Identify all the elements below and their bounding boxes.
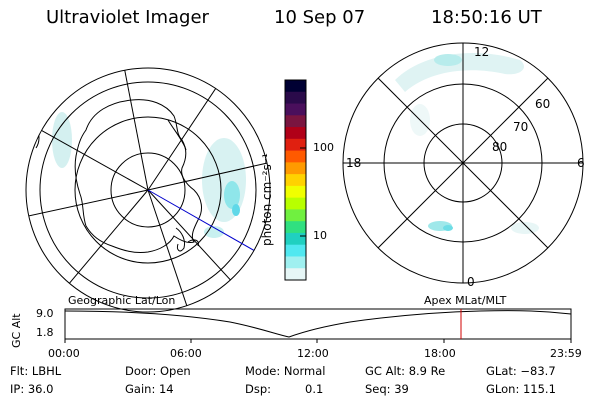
colorbar-cell xyxy=(285,232,306,246)
time-tick-1800: 18:00 xyxy=(424,347,456,360)
colorbar-gradient xyxy=(285,80,306,281)
colorbar-cell xyxy=(285,209,306,222)
time-tick-2359: 23:59 xyxy=(550,347,582,360)
colorbar-cell xyxy=(285,256,306,269)
colorbar-cell xyxy=(285,80,306,93)
colorbar-cell xyxy=(285,185,306,199)
antarctica-coastline xyxy=(74,99,202,253)
mlat-label-80: 80 xyxy=(492,140,508,154)
mode-status: Mode: Normal xyxy=(245,364,326,378)
altitude-ytick-1-8: 1.8 xyxy=(36,326,54,339)
colorbar-tick-100: 100 xyxy=(313,141,334,154)
altitude-trace xyxy=(64,310,572,338)
right-map-label: Apex MLat/MLT xyxy=(424,294,507,307)
gain-status: Gain: 14 xyxy=(125,382,174,396)
colorbar-cell xyxy=(285,221,306,234)
filter-status: Flt: LBHL xyxy=(10,364,62,378)
geo-latitude-status: GLat: −83.7 xyxy=(486,364,556,378)
aurora-emission-left xyxy=(52,112,246,238)
mlat-label-70: 70 xyxy=(513,120,529,134)
dsp-label: Dsp: xyxy=(245,382,272,396)
altitude-ytick-9: 9.0 xyxy=(36,307,54,320)
colorbar-cell xyxy=(285,244,306,258)
colorbar-cell xyxy=(285,115,306,128)
time-tick-0600: 06:00 xyxy=(170,347,202,360)
colorbar-cell xyxy=(285,162,306,175)
right-map-boundary xyxy=(342,42,584,284)
time-tick-1200: 12:00 xyxy=(297,347,329,360)
aurora-emission-right xyxy=(395,52,539,234)
colorbar-cell xyxy=(285,268,306,281)
colorbar-tick-10: 10 xyxy=(313,229,327,242)
ip-status: IP: 36.0 xyxy=(10,382,54,396)
colorbar-cell xyxy=(285,174,306,187)
mlt-label-0: 0 xyxy=(467,275,475,289)
sequence-status: Seq: 39 xyxy=(365,382,409,396)
colorbar-cell xyxy=(285,150,306,163)
left-map-boundary xyxy=(25,67,271,313)
time-label: 18:50:16 UT xyxy=(431,7,542,28)
instrument-title: Ultraviolet Imager xyxy=(46,7,209,28)
gc-altitude-status: GC Alt: 8.9 Re xyxy=(365,364,446,378)
altitude-ylabel: GC Alt xyxy=(10,313,23,348)
mlt-label-18: 18 xyxy=(346,156,362,170)
mlt-label-12: 12 xyxy=(474,45,490,59)
left-map-label: Geographic Lat/Lon xyxy=(68,294,176,307)
colorbar-unit-label: photon cm⁻²s⁻¹ xyxy=(260,153,274,246)
dsp-value: 0.1 xyxy=(305,382,324,396)
altitude-plot xyxy=(64,308,572,343)
time-tick-0000: 00:00 xyxy=(48,347,80,360)
mlt-label-6: 6 xyxy=(577,156,585,170)
door-status: Door: Open xyxy=(125,364,191,378)
colorbar-cell xyxy=(285,138,306,152)
colorbar-cell xyxy=(285,127,306,140)
intensity-colorbar xyxy=(284,79,307,281)
geo-longitude-status: GLon: 115.1 xyxy=(486,382,556,396)
colorbar-cell xyxy=(285,197,306,211)
magnetic-map xyxy=(342,42,584,284)
colorbar-cell xyxy=(285,91,306,105)
colorbar-cell xyxy=(285,103,306,116)
date-label: 10 Sep 07 xyxy=(274,7,366,28)
mlat-label-60: 60 xyxy=(535,97,551,111)
